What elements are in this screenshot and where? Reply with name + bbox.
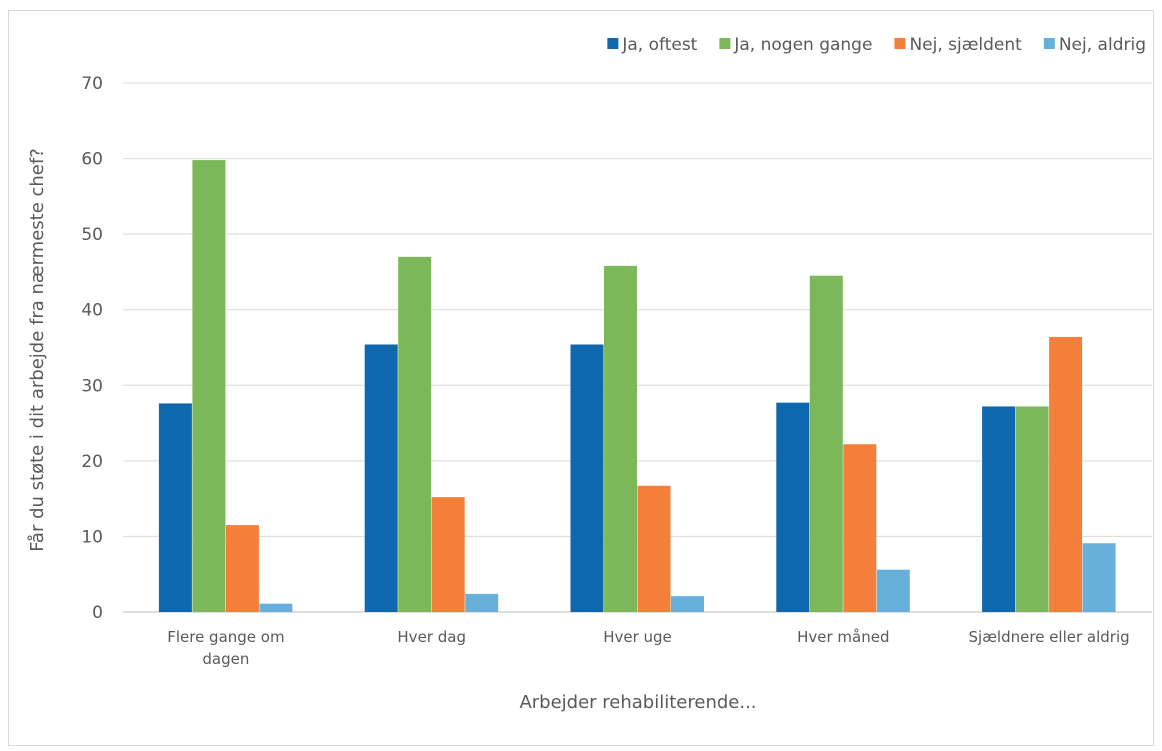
bar (192, 160, 226, 612)
legend-label: Ja, oftest (621, 35, 697, 55)
legend-label: Nej, aldrig (1059, 35, 1146, 55)
y-axis-title: Får du støte i dit arbejde fra nærmeste … (27, 148, 48, 552)
legend-swatch (719, 38, 731, 49)
y-tick-label: 0 (92, 603, 103, 623)
legend-item: Nej, aldrig (1043, 35, 1146, 55)
bar (225, 525, 259, 612)
bar (1049, 336, 1083, 612)
bar (776, 402, 810, 612)
bar (843, 444, 877, 612)
gridlines (123, 82, 1152, 613)
x-category-label: Flere gange om (167, 628, 284, 646)
bar (982, 406, 1016, 612)
bar (431, 497, 465, 612)
x-category-label: Sjældnere eller aldrig (969, 628, 1130, 646)
x-category-label: Hver dag (397, 628, 466, 646)
bar (570, 344, 604, 612)
legend-swatch (607, 38, 619, 49)
y-tick-label: 50 (81, 225, 103, 245)
y-tick-label: 60 (81, 150, 103, 170)
bar (398, 256, 432, 612)
x-category-label: dagen (202, 650, 249, 668)
bar (1082, 543, 1116, 612)
legend-label: Ja, nogen gange (733, 35, 872, 55)
x-axis-categories: Flere gange om dagen Hver dag Hver uge Hver … (167, 628, 1129, 668)
bar (809, 275, 843, 612)
y-tick-label: 10 (81, 527, 103, 547)
x-category-label: Hver måned (797, 628, 889, 646)
bars (158, 160, 1116, 612)
bar (637, 485, 671, 612)
y-tick-label: 40 (81, 301, 103, 321)
bar (465, 593, 499, 612)
bar (671, 596, 704, 612)
legend-swatch (894, 38, 906, 49)
legend-item: Ja, oftest (607, 35, 698, 55)
y-axis-ticks: 0 10 20 30 40 50 60 70 (81, 74, 103, 623)
legend-item: Nej, sjældent (894, 35, 1022, 55)
chart-frame (8, 10, 1154, 746)
bar (158, 403, 192, 612)
bar (259, 603, 293, 612)
bar (364, 344, 398, 612)
legend: Ja, oftest Ja, nogen gange Nej, sjældent Ne… (607, 35, 1146, 55)
y-tick-label: 30 (81, 376, 103, 396)
x-category-label: Hver uge (603, 628, 672, 646)
bar (876, 569, 910, 612)
bar (604, 265, 637, 612)
x-axis-title: Arbejder rehabiliterende... (519, 692, 756, 713)
y-tick-label: 70 (81, 74, 103, 94)
y-tick-label: 20 (81, 452, 103, 472)
legend-label: Nej, sjældent (909, 35, 1022, 55)
bar (1015, 406, 1049, 612)
legend-swatch (1043, 38, 1055, 49)
legend-item: Ja, nogen gange (719, 35, 872, 55)
